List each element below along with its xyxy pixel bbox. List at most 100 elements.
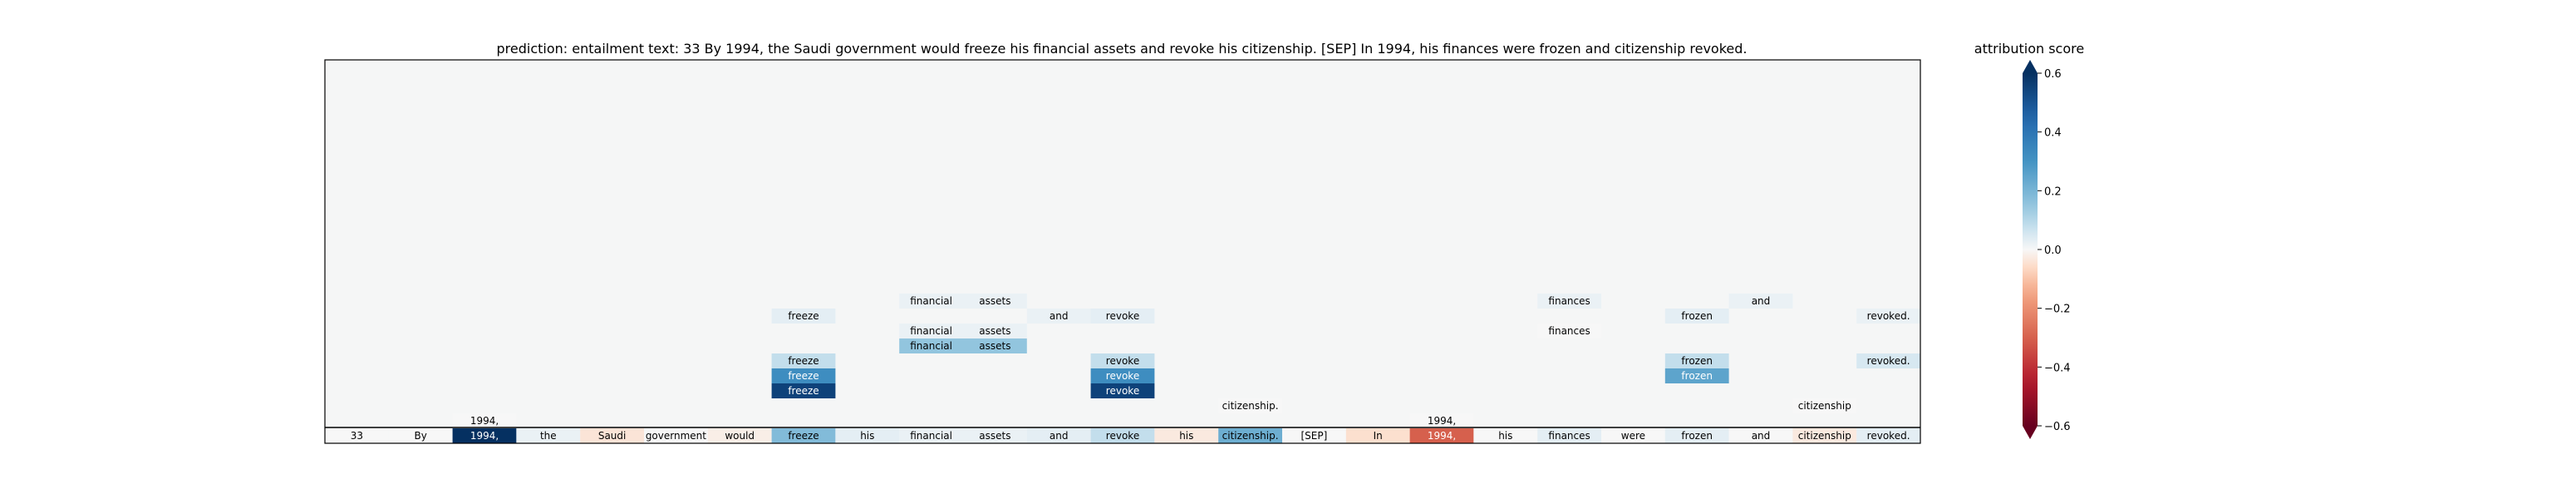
token-label: were: [1621, 430, 1645, 442]
token-cell: [1345, 428, 1410, 443]
token-label: By: [415, 430, 427, 442]
token-cell: [1728, 428, 1793, 443]
attribution-cell-label: freeze: [788, 310, 819, 322]
colorbar-tick-label: 0.2: [2044, 185, 2062, 198]
token-label: his: [1179, 430, 1193, 442]
colorbar-tick-label: 0.6: [2044, 68, 2062, 81]
attribution-cell-label: financial: [910, 295, 952, 307]
attribution-cell: [899, 338, 963, 353]
colorbar-tick-label: 0.4: [2044, 127, 2062, 140]
attribution-cell-label: revoke: [1106, 355, 1139, 367]
token-cell: [516, 428, 581, 443]
token-cell: [644, 428, 708, 443]
attribution-cell: [1090, 309, 1155, 324]
attribution-cell: [963, 294, 1027, 309]
attribution-cell: [771, 353, 836, 368]
attribution-cell: [771, 368, 836, 383]
attribution-cell-label: frozen: [1681, 355, 1713, 367]
token-label: revoke: [1106, 430, 1139, 442]
colorbar-label: attribution score: [1974, 41, 2084, 57]
token-label: In: [1374, 430, 1383, 442]
attribution-cell: [1664, 368, 1729, 383]
token-cell: [1792, 428, 1857, 443]
colorbar-min-arrow: [2023, 426, 2038, 439]
token-cell: [1154, 428, 1219, 443]
token-cell: [1026, 428, 1091, 443]
attribution-cell: [963, 338, 1027, 353]
token-label: and: [1050, 430, 1069, 442]
colorbar-tick-label: −0.6: [2044, 421, 2071, 433]
token-cell: [1282, 428, 1346, 443]
token-label: revoked.: [1867, 430, 1910, 442]
token-label: government: [646, 430, 706, 442]
token-cell: [1601, 428, 1665, 443]
attribution-cell-label: finances: [1548, 325, 1590, 337]
attribution-cell-label: revoke: [1106, 370, 1139, 382]
colorbar-tick-label: −0.2: [2044, 304, 2071, 316]
attribution-cell-label: frozen: [1681, 370, 1713, 382]
attribution-cell: [963, 324, 1027, 338]
token-cell: [388, 428, 453, 443]
attribution-cell: [771, 383, 836, 398]
attribution-cell-label: revoked.: [1867, 355, 1910, 367]
token-label: and: [1752, 430, 1771, 442]
token-label: freeze: [788, 430, 819, 442]
attribution-cell: [1409, 413, 1474, 428]
attribution-cell-label: financial: [910, 340, 952, 352]
attribution-cell-label: and: [1050, 310, 1069, 322]
attribution-cell: [1856, 353, 1920, 368]
token-cell: [1090, 428, 1155, 443]
attribution-cell-label: citizenship: [1798, 400, 1851, 412]
token-label: frozen: [1681, 430, 1713, 442]
token-cell: [452, 428, 517, 443]
token-label: citizenship: [1798, 430, 1851, 442]
token-cell: [963, 428, 1027, 443]
attribution-cell: [771, 309, 836, 324]
token-label: his: [1498, 430, 1512, 442]
token-cell: [1856, 428, 1920, 443]
token-cell: [707, 428, 772, 443]
token-cell: [1664, 428, 1729, 443]
attribution-cell-label: assets: [979, 295, 1010, 307]
plot-frame: [324, 59, 1921, 444]
attribution-cell-label: citizenship.: [1222, 400, 1279, 412]
attribution-cell-label: and: [1752, 295, 1771, 307]
token-cell: [1409, 428, 1474, 443]
token-label: assets: [979, 430, 1010, 442]
attribution-cell-label: financial: [910, 325, 952, 337]
attribution-cell-label: freeze: [788, 385, 819, 397]
colorbar-gradient: [2023, 73, 2038, 426]
token-cell: [1537, 428, 1601, 443]
token-label: finances: [1548, 430, 1590, 442]
attribution-cell-label: freeze: [788, 370, 819, 382]
attribution-cell: [899, 324, 963, 338]
token-cell: [325, 428, 389, 443]
attribution-cell-label: revoke: [1106, 310, 1139, 322]
attribution-cell: [1664, 353, 1729, 368]
token-cell: [1218, 428, 1282, 443]
attribution-cell-label: finances: [1548, 295, 1590, 307]
attribution-cell-label: 1994,: [470, 415, 499, 427]
attribution-cell: [1090, 368, 1155, 383]
attribution-cell: [1537, 324, 1601, 338]
attribution-cell-label: frozen: [1681, 310, 1713, 322]
token-cell: [580, 428, 644, 443]
heatmap-plot: 1994, 1994, citizenship. citizenship freeze r…: [324, 59, 1921, 444]
token-label: Saudi: [598, 430, 627, 442]
chart-title: prediction: entailment text: 33 By 1994,…: [497, 41, 1748, 57]
token-label: 33: [351, 430, 363, 442]
attribution-cell: [1856, 309, 1920, 324]
colorbar-tick-label: −0.4: [2044, 362, 2071, 374]
token-label: [SEP]: [1300, 430, 1327, 442]
token-label: citizenship.: [1222, 430, 1279, 442]
token-label: 1994,: [470, 430, 499, 442]
colorbar-tick-label: 0.0: [2044, 245, 2062, 257]
attribution-cell: [1664, 309, 1729, 324]
attribution-cell-label: assets: [979, 325, 1010, 337]
attribution-cell: [1090, 353, 1155, 368]
attribution-cell: [1218, 398, 1282, 413]
attribution-cell-label: revoked.: [1867, 310, 1910, 322]
attribution-cell: [452, 413, 517, 428]
attribution-cell: [899, 294, 963, 309]
